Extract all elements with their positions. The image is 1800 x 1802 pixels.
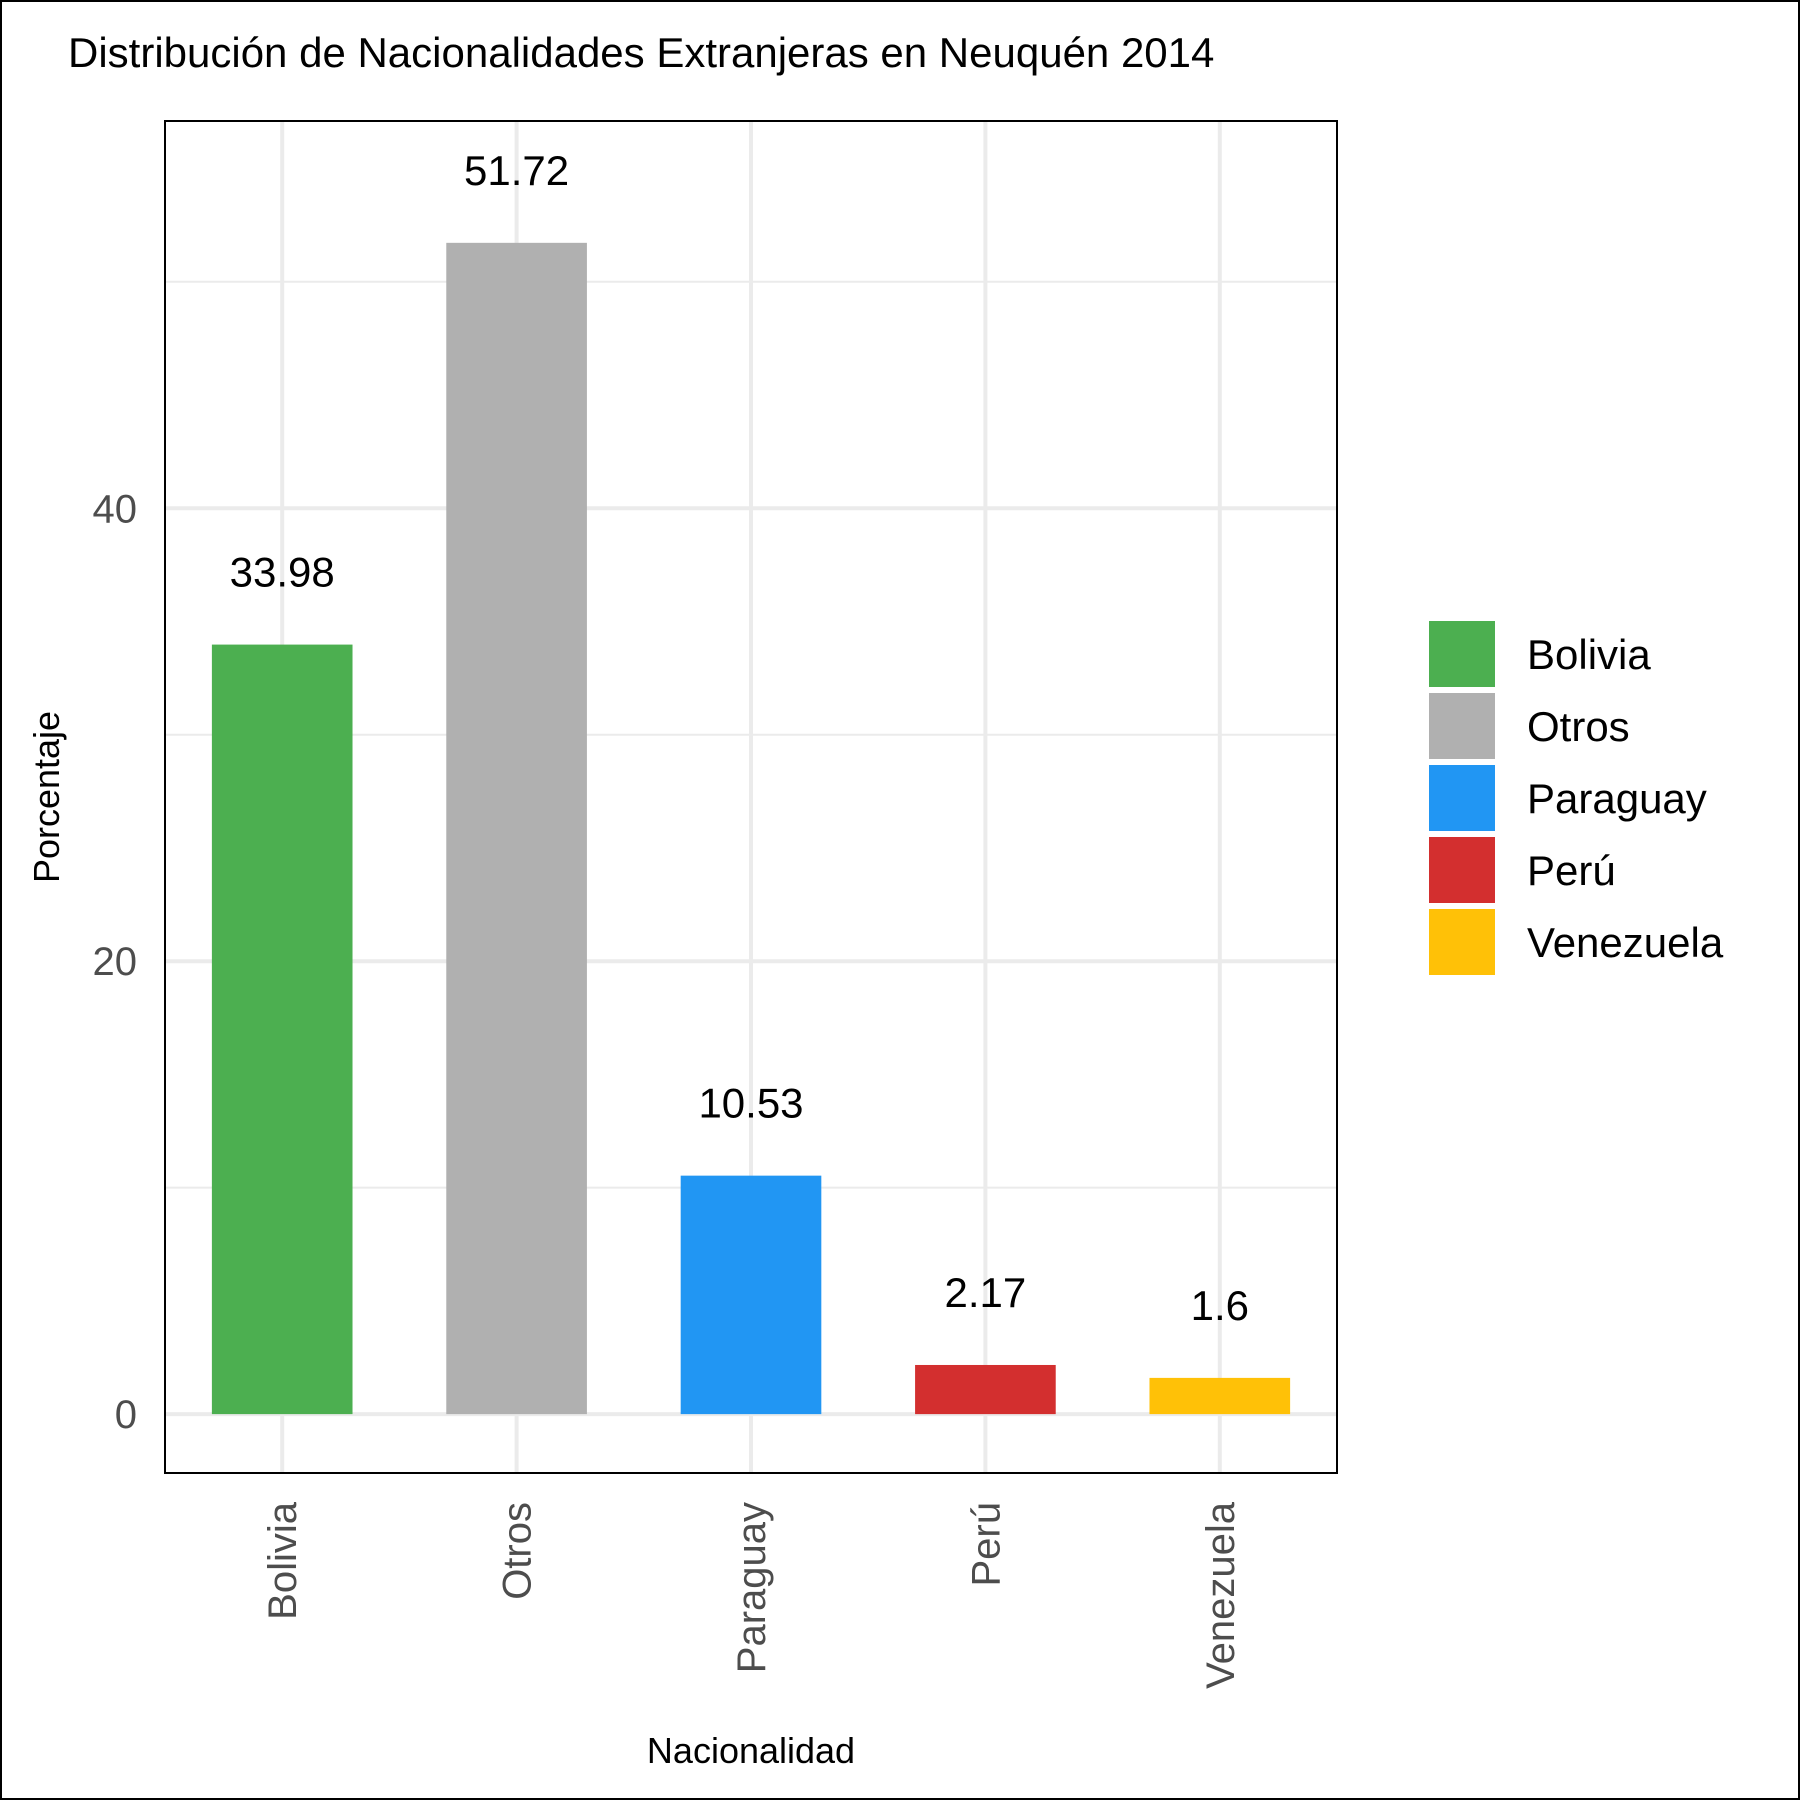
bar-bolivia [211, 644, 353, 1415]
legend-label: Otros [1527, 703, 1630, 750]
x-tick-label: Venezuela [1199, 1501, 1243, 1689]
data-labels: 33.98 51.72 10.53 2.17 1.6 [230, 147, 1249, 1329]
legend-label: Bolivia [1527, 631, 1651, 678]
bars [211, 242, 1291, 1415]
x-tick-label: Otros [496, 1502, 540, 1600]
legend-key [1429, 837, 1495, 903]
legend-label: Venezuela [1527, 919, 1724, 966]
y-axis-ticks: 0 20 40 [93, 487, 138, 1437]
chart-title: Distribución de Nacionalidades Extranjer… [68, 29, 1214, 76]
x-tick-label: Paraguay [730, 1502, 774, 1673]
legend-label: Perú [1527, 847, 1616, 894]
legend-key [1429, 909, 1495, 975]
x-tick-label: Perú [964, 1502, 1008, 1587]
x-axis-ticks: Bolivia Otros Paraguay Perú Venezuela [261, 1501, 1243, 1689]
y-tick-label: 40 [93, 487, 138, 531]
data-label: 1.6 [1191, 1282, 1249, 1329]
data-label: 10.53 [698, 1080, 803, 1127]
y-tick-label: 20 [93, 940, 138, 984]
legend-key [1429, 621, 1495, 687]
bar-otros [446, 242, 587, 1415]
data-label: 2.17 [945, 1269, 1027, 1316]
y-axis-label: Porcentaje [26, 711, 67, 883]
x-tick-label: Bolivia [261, 1501, 305, 1620]
bar-perú [915, 1364, 1056, 1415]
bar-paraguay [680, 1175, 822, 1415]
x-axis-label: Nacionalidad [647, 1730, 855, 1771]
plot-frame [164, 120, 1338, 1474]
legend: Bolivia Otros Paraguay Perú Venezuela [1429, 621, 1724, 975]
legend-key [1429, 693, 1495, 759]
legend-key [1429, 765, 1495, 831]
data-label: 51.72 [464, 147, 569, 194]
legend-label: Paraguay [1527, 775, 1707, 822]
y-tick-label: 0 [115, 1393, 137, 1437]
data-label: 33.98 [230, 549, 335, 596]
bar-venezuela [1149, 1377, 1291, 1415]
